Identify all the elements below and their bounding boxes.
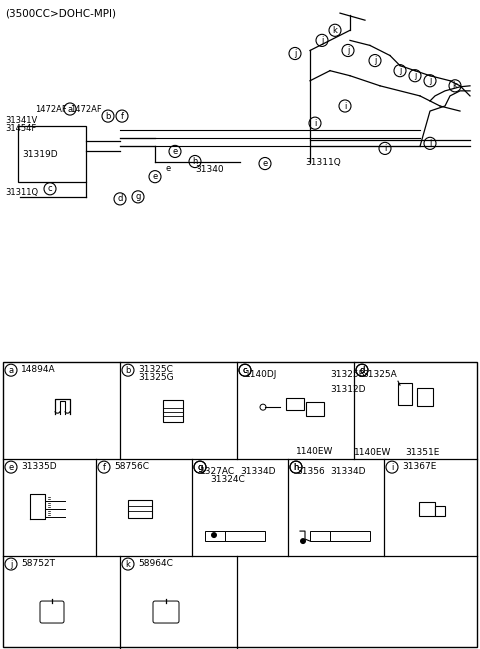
Text: e: e (8, 463, 13, 472)
FancyBboxPatch shape (3, 362, 477, 647)
Text: k: k (453, 81, 457, 90)
FancyBboxPatch shape (286, 398, 304, 410)
Text: 31325A: 31325A (362, 370, 397, 379)
Text: j: j (294, 49, 296, 58)
Text: e: e (172, 147, 178, 156)
Text: i: i (391, 463, 393, 472)
FancyBboxPatch shape (417, 388, 433, 406)
Text: d: d (360, 365, 365, 374)
FancyBboxPatch shape (435, 506, 445, 516)
Text: h: h (293, 463, 299, 472)
Text: d: d (117, 195, 123, 203)
FancyBboxPatch shape (40, 601, 64, 623)
Text: h: h (293, 463, 299, 472)
Text: 31454F: 31454F (5, 124, 36, 133)
Text: 31341V: 31341V (5, 116, 37, 125)
Text: 31351E: 31351E (405, 448, 439, 457)
Text: 31325B: 31325B (330, 370, 365, 379)
Text: j: j (321, 36, 323, 45)
Text: 1140EW: 1140EW (296, 447, 334, 456)
Text: j: j (347, 46, 349, 55)
Text: g: g (135, 192, 141, 201)
Text: i: i (429, 139, 431, 148)
Text: g: g (197, 463, 203, 472)
Text: f: f (103, 463, 106, 472)
Text: a: a (67, 104, 72, 114)
Text: e: e (166, 164, 170, 173)
Text: 31312D: 31312D (330, 385, 365, 394)
FancyBboxPatch shape (225, 531, 265, 541)
Text: 58756C: 58756C (114, 461, 149, 471)
Text: j: j (10, 559, 12, 569)
Circle shape (300, 538, 306, 544)
Text: 31324C: 31324C (210, 475, 245, 484)
Text: b: b (125, 365, 131, 374)
Text: k: k (126, 559, 131, 569)
Text: e: e (152, 172, 157, 181)
Text: 31334D: 31334D (330, 467, 365, 476)
Text: i: i (344, 101, 346, 110)
Text: k: k (333, 26, 337, 35)
FancyBboxPatch shape (330, 531, 370, 541)
Text: j: j (374, 56, 376, 65)
Text: 31356: 31356 (296, 467, 325, 476)
Text: 31334D: 31334D (240, 467, 276, 476)
Text: 1472AF: 1472AF (35, 105, 67, 114)
Text: 31367E: 31367E (402, 461, 436, 471)
Text: 1327AC: 1327AC (200, 467, 235, 476)
Text: c: c (243, 365, 247, 374)
Text: j: j (414, 71, 416, 80)
Text: 31340: 31340 (195, 165, 224, 174)
FancyBboxPatch shape (419, 502, 435, 516)
FancyBboxPatch shape (153, 601, 179, 623)
Text: 58752T: 58752T (21, 559, 55, 568)
FancyBboxPatch shape (306, 402, 324, 416)
Text: 31311Q: 31311Q (305, 158, 341, 167)
Text: j: j (429, 77, 431, 85)
Text: d: d (360, 365, 365, 374)
Text: 31335D: 31335D (21, 461, 57, 471)
Text: 31325C: 31325C (138, 365, 173, 374)
Text: c: c (48, 184, 52, 193)
FancyBboxPatch shape (398, 383, 412, 405)
Text: a: a (9, 365, 13, 374)
Text: 31311Q: 31311Q (5, 188, 38, 197)
Text: j: j (399, 66, 401, 75)
Text: e: e (263, 159, 268, 168)
Text: 1472AF: 1472AF (70, 105, 102, 114)
Text: i: i (384, 144, 386, 153)
Circle shape (211, 532, 217, 538)
Text: 1140EW: 1140EW (354, 448, 391, 457)
Text: f: f (120, 112, 123, 121)
Text: (3500CC>DOHC-MPI): (3500CC>DOHC-MPI) (5, 8, 116, 18)
FancyBboxPatch shape (310, 531, 350, 541)
Text: i: i (314, 119, 316, 128)
Text: 14894A: 14894A (21, 365, 56, 374)
Text: 31325G: 31325G (138, 373, 174, 382)
Text: c: c (243, 365, 247, 374)
FancyBboxPatch shape (205, 531, 245, 541)
Text: b: b (105, 112, 111, 121)
Text: 31319D: 31319D (22, 150, 58, 159)
FancyBboxPatch shape (128, 500, 152, 518)
Text: 58964C: 58964C (138, 559, 173, 568)
Text: g: g (197, 463, 203, 472)
Text: 1140DJ: 1140DJ (245, 370, 277, 379)
FancyBboxPatch shape (163, 400, 183, 422)
FancyBboxPatch shape (18, 126, 86, 182)
Text: h: h (192, 157, 198, 166)
